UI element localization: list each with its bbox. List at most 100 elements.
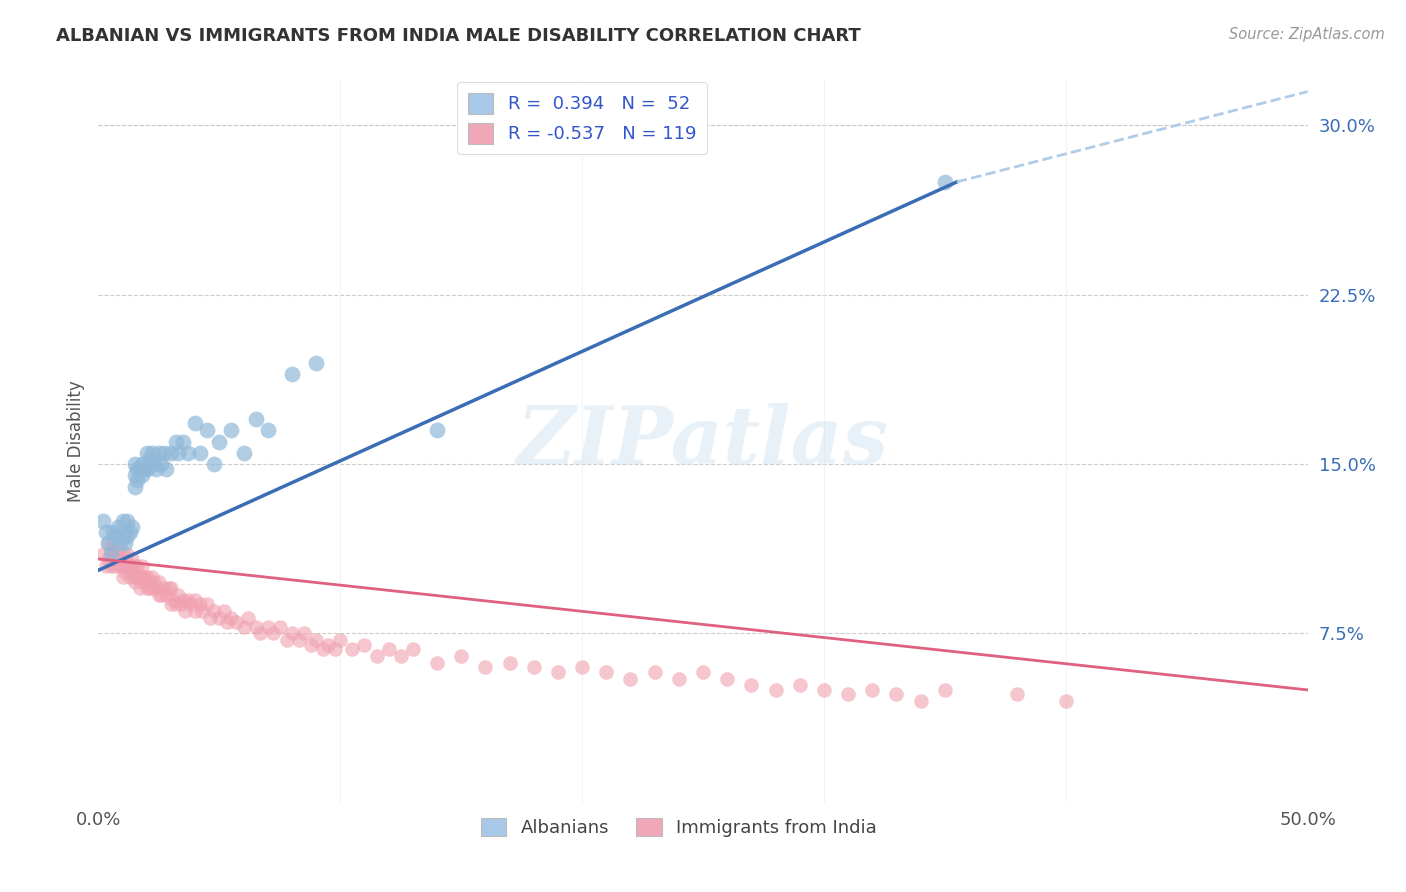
Point	[108, 558, 131, 573]
Point	[474, 660, 496, 674]
Point	[101, 536, 124, 550]
Point	[104, 529, 127, 543]
Point	[97, 536, 120, 550]
Point	[305, 633, 328, 648]
Point	[160, 582, 183, 596]
Point	[143, 574, 166, 589]
Point	[118, 570, 141, 584]
Point	[402, 642, 425, 657]
Point	[245, 620, 267, 634]
Point	[450, 648, 472, 663]
Point	[426, 423, 449, 437]
Point	[94, 524, 117, 539]
Point	[740, 678, 762, 692]
Point	[269, 620, 291, 634]
Point	[135, 582, 157, 596]
Point	[94, 558, 117, 573]
Point	[595, 665, 617, 679]
Point	[150, 457, 173, 471]
Point	[124, 480, 146, 494]
Point	[138, 574, 160, 589]
Point	[127, 558, 149, 573]
Point	[118, 524, 141, 539]
Point	[124, 570, 146, 584]
Point	[668, 672, 690, 686]
Point	[644, 665, 666, 679]
Point	[127, 461, 149, 475]
Point	[366, 648, 388, 663]
Point	[100, 548, 122, 562]
Point	[131, 468, 153, 483]
Point	[288, 633, 311, 648]
Point	[124, 457, 146, 471]
Point	[108, 552, 131, 566]
Point	[426, 656, 449, 670]
Point	[571, 660, 593, 674]
Point	[138, 452, 160, 467]
Point	[141, 446, 163, 460]
Point	[101, 552, 124, 566]
Point	[117, 548, 139, 562]
Point	[292, 626, 315, 640]
Point	[204, 457, 226, 471]
Point	[353, 638, 375, 652]
Point	[232, 446, 254, 460]
Point	[329, 633, 352, 648]
Point	[97, 552, 120, 566]
Point	[886, 687, 908, 701]
Point	[215, 615, 238, 630]
Point	[111, 529, 134, 543]
Point	[184, 417, 207, 431]
Text: ZIPatlas: ZIPatlas	[517, 403, 889, 480]
Point	[145, 461, 167, 475]
Point	[117, 529, 139, 543]
Point	[111, 558, 134, 573]
Point	[167, 446, 190, 460]
Point	[148, 446, 170, 460]
Point	[860, 682, 883, 697]
Point	[117, 558, 139, 573]
Point	[221, 423, 243, 437]
Point	[325, 642, 347, 657]
Point	[114, 552, 136, 566]
Point	[134, 574, 156, 589]
Point	[117, 514, 139, 528]
Point	[131, 558, 153, 573]
Point	[692, 665, 714, 679]
Point	[195, 597, 218, 611]
Point	[134, 461, 156, 475]
Point	[152, 446, 174, 460]
Point	[121, 558, 143, 573]
Point	[165, 597, 187, 611]
Point	[238, 610, 260, 624]
Point	[232, 620, 254, 634]
Point	[523, 660, 546, 674]
Point	[377, 642, 399, 657]
Point	[160, 597, 183, 611]
Point	[221, 610, 243, 624]
Point	[155, 588, 177, 602]
Point	[389, 648, 412, 663]
Point	[100, 542, 122, 557]
Point	[121, 552, 143, 566]
Point	[128, 461, 150, 475]
Point	[191, 604, 214, 618]
Text: Source: ZipAtlas.com: Source: ZipAtlas.com	[1229, 27, 1385, 42]
Point	[104, 548, 127, 562]
Point	[128, 570, 150, 584]
Point	[1054, 694, 1077, 708]
Point	[143, 457, 166, 471]
Point	[135, 446, 157, 460]
Point	[160, 446, 183, 460]
Point	[281, 626, 304, 640]
Point	[177, 446, 200, 460]
Point	[111, 548, 134, 562]
Point	[134, 570, 156, 584]
Point	[118, 558, 141, 573]
Point	[249, 626, 271, 640]
Point	[131, 570, 153, 584]
Point	[208, 434, 231, 449]
Point	[312, 642, 335, 657]
Point	[316, 638, 339, 652]
Point	[208, 610, 231, 624]
